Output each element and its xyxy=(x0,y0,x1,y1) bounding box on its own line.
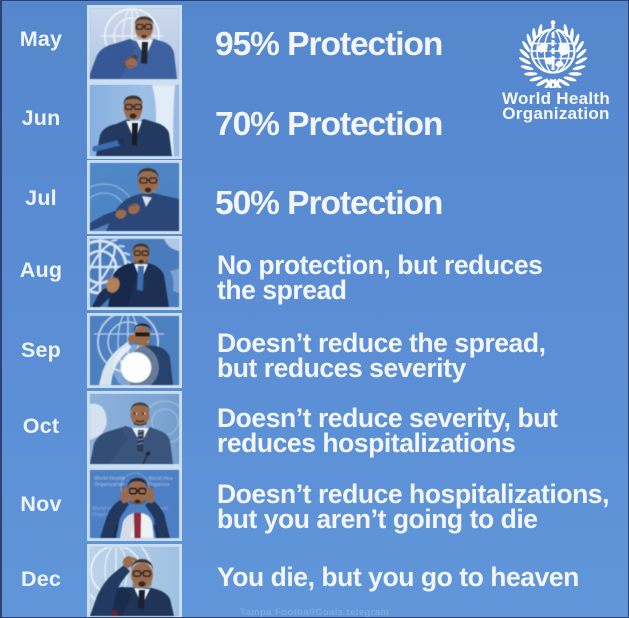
svg-text:World Health: World Health xyxy=(94,476,125,482)
svg-text:World Hea: World Hea xyxy=(148,476,173,482)
svg-text:Organiza: Organiza xyxy=(148,482,170,488)
svg-text:Organization: Organization xyxy=(92,512,123,518)
svg-text:World Health: World Health xyxy=(92,506,123,512)
svg-text:Organization: Organization xyxy=(94,482,125,488)
